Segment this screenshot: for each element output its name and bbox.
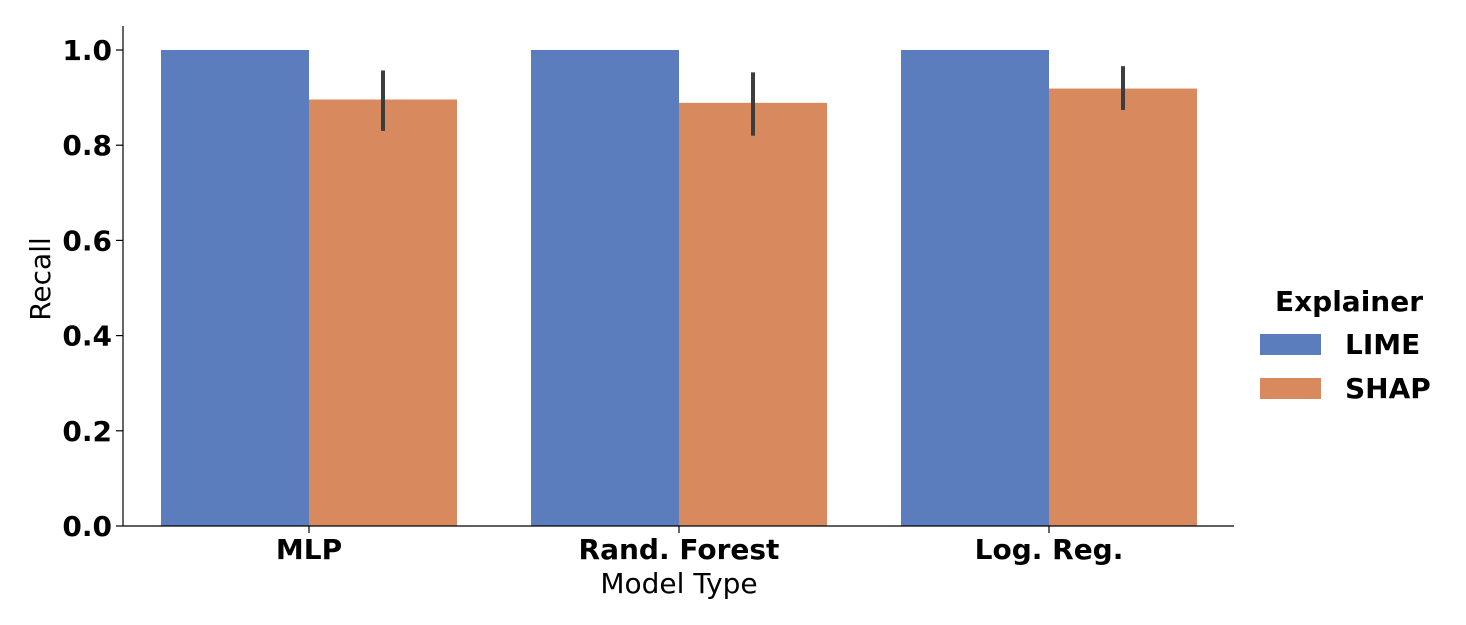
- x-tick-label: Rand. Forest: [579, 533, 780, 566]
- x-axis-title: Model Type: [600, 567, 757, 600]
- x-ticks-layer: MLP Rand. Forest Log. Reg.: [276, 526, 1123, 566]
- legend-label-shap: SHAP: [1345, 372, 1431, 405]
- bar-shap-1: [679, 102, 827, 526]
- bar-lime-0: [161, 50, 309, 526]
- x-tick-label: MLP: [276, 533, 342, 566]
- y-tick-label: 0.4: [62, 320, 112, 353]
- legend-swatch-shap: [1260, 378, 1321, 399]
- bar-shap-2: [1049, 88, 1197, 526]
- bar-lime-2: [901, 50, 1049, 526]
- y-axis-title: Recall: [24, 237, 57, 321]
- legend-label-lime: LIME: [1345, 328, 1420, 361]
- bar-lime-1: [531, 50, 679, 526]
- y-tick-label: 0.2: [62, 415, 112, 448]
- y-tick-label: 0.8: [62, 129, 112, 162]
- bars-layer: [161, 50, 1197, 526]
- x-tick-label: Log. Reg.: [975, 533, 1124, 566]
- error-bars-layer: [381, 66, 1125, 136]
- bar-shap-0: [309, 99, 457, 526]
- y-tick-label: 0.6: [62, 224, 112, 257]
- legend-items: LIME SHAP: [1260, 328, 1431, 405]
- y-tick-label: 1.0: [62, 34, 112, 67]
- y-tick-label: 0.0: [62, 510, 112, 543]
- legend: Explainer LIME SHAP: [1260, 285, 1431, 405]
- legend-swatch-lime: [1260, 334, 1321, 355]
- y-ticks-layer: 0.0 0.2 0.4 0.6 0.8 1.0: [62, 34, 123, 543]
- legend-title: Explainer: [1275, 285, 1423, 318]
